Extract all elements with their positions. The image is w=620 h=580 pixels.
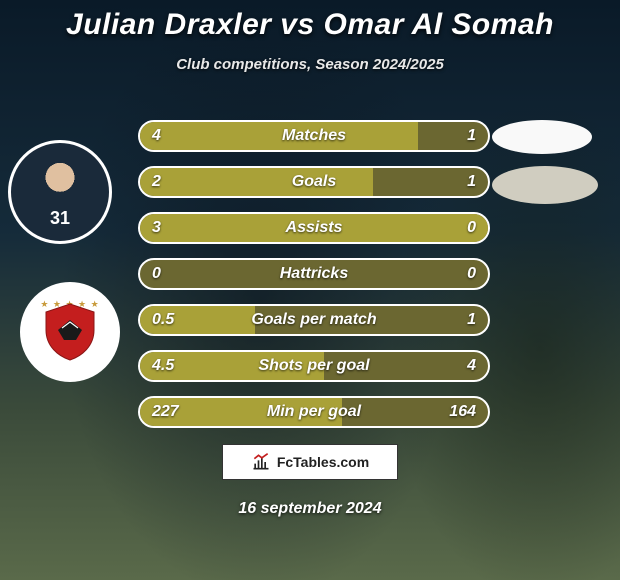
chart-icon: [251, 452, 271, 472]
stat-row: 0Hattricks0: [138, 258, 490, 290]
stat-value-right: 1: [467, 168, 476, 196]
stat-fill: [140, 168, 373, 196]
brand-badge: FcTables.com: [222, 444, 398, 480]
player2-avatar-placeholder-1: [492, 120, 592, 154]
stat-row: 227Min per goal164: [138, 396, 490, 428]
stat-value-right: 164: [449, 398, 476, 426]
stat-value-left: 4: [152, 122, 161, 150]
stat-value-left: 0: [152, 260, 161, 288]
page-title: Julian Draxler vs Omar Al Somah: [0, 0, 620, 42]
stat-value-right: 1: [467, 306, 476, 334]
stat-value-left: 3: [152, 214, 161, 242]
stat-value-left: 2: [152, 168, 161, 196]
stat-value-right: 0: [467, 260, 476, 288]
stat-value-right: 4: [467, 352, 476, 380]
date-text: 16 september 2024: [0, 500, 620, 518]
stat-value-right: 1: [467, 122, 476, 150]
subtitle: Club competitions, Season 2024/2025: [0, 56, 620, 73]
player2-avatar-placeholder-2: [492, 166, 598, 204]
stat-value-left: 0.5: [152, 306, 174, 334]
brand-text: FcTables.com: [277, 454, 369, 470]
stat-value-left: 227: [152, 398, 179, 426]
stat-fill: [140, 214, 488, 242]
stat-rows: 4Matches12Goals13Assists00Hattricks00.5G…: [138, 120, 490, 442]
player1-avatar: [8, 140, 112, 244]
stat-row: 0.5Goals per match1: [138, 304, 490, 336]
stat-fill: [140, 122, 418, 150]
club-badge: ★ ★ ★ ★ ★: [33, 295, 107, 369]
stat-row: 4.5Shots per goal4: [138, 350, 490, 382]
stat-row: 2Goals1: [138, 166, 490, 198]
shield-icon: [38, 300, 102, 364]
stat-value-right: 0: [467, 214, 476, 242]
stat-row: 4Matches1: [138, 120, 490, 152]
stat-value-left: 4.5: [152, 352, 174, 380]
comparison-card: Julian Draxler vs Omar Al Somah Club com…: [0, 0, 620, 580]
player2-club-badge: ★ ★ ★ ★ ★: [20, 282, 120, 382]
stat-row: 3Assists0: [138, 212, 490, 244]
stat-label: Hattricks: [140, 260, 488, 288]
